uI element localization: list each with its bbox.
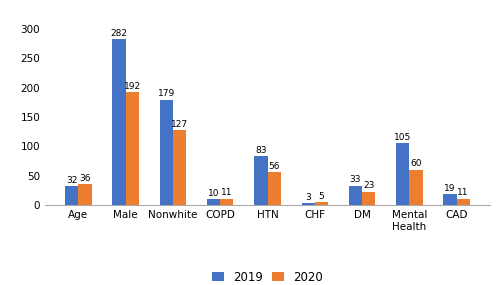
Text: 32: 32	[66, 176, 78, 185]
Text: 179: 179	[158, 89, 175, 98]
Bar	[207, 199, 220, 205]
Bar	[220, 199, 234, 205]
Bar	[396, 143, 409, 205]
Bar	[126, 92, 139, 205]
Text: 83: 83	[255, 146, 266, 155]
Text: 3: 3	[306, 193, 311, 202]
Bar	[160, 100, 173, 205]
Bar	[362, 192, 376, 205]
Text: 11: 11	[458, 188, 469, 197]
Bar	[65, 186, 78, 205]
Text: 33: 33	[350, 175, 361, 184]
Bar	[112, 39, 126, 205]
Text: 11: 11	[221, 188, 232, 197]
Bar	[349, 186, 362, 205]
Bar	[444, 194, 456, 205]
Bar	[315, 202, 328, 205]
Bar	[268, 172, 280, 205]
Bar	[173, 131, 186, 205]
Text: 10: 10	[208, 189, 220, 198]
Text: 5: 5	[318, 192, 324, 201]
Text: 56: 56	[268, 162, 280, 171]
Bar	[410, 170, 422, 205]
Legend: 2019, 2020: 2019, 2020	[207, 266, 328, 285]
Bar	[456, 199, 470, 205]
Text: 282: 282	[110, 29, 128, 38]
Text: 19: 19	[444, 184, 456, 193]
Bar	[254, 156, 268, 205]
Text: 23: 23	[363, 181, 374, 190]
Text: 127: 127	[171, 120, 188, 129]
Text: 105: 105	[394, 133, 411, 142]
Text: 60: 60	[410, 159, 422, 168]
Bar	[78, 184, 92, 205]
Bar	[302, 203, 315, 205]
Text: 192: 192	[124, 82, 141, 91]
Text: 36: 36	[80, 174, 91, 183]
